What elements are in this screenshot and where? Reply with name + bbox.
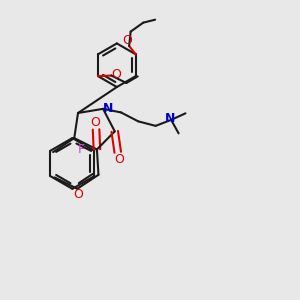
Text: F: F <box>78 143 85 156</box>
Text: O: O <box>90 116 100 129</box>
Text: O: O <box>111 68 121 81</box>
Text: O: O <box>123 34 133 47</box>
Text: N: N <box>165 112 176 125</box>
Text: O: O <box>114 153 124 166</box>
Text: N: N <box>103 102 114 115</box>
Text: O: O <box>73 188 83 201</box>
